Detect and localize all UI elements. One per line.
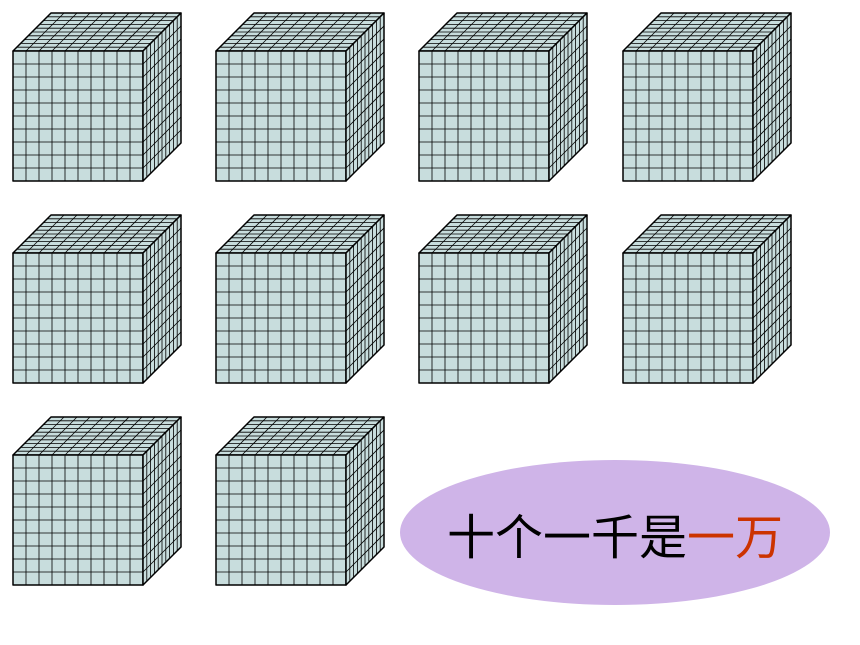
thousand-cube: [215, 214, 387, 386]
thousand-cube: [215, 416, 387, 588]
thousand-cube: [418, 214, 590, 386]
caption-text: 十个一千是一万: [447, 498, 783, 568]
thousand-cube: [12, 214, 184, 386]
thousand-cube: [622, 12, 794, 184]
thousand-cube: [215, 12, 387, 184]
caption-text-part: 十个一千是: [447, 512, 687, 565]
thousand-cube: [418, 12, 590, 184]
caption-text-part: 一万: [687, 512, 783, 565]
thousand-cube: [12, 12, 184, 184]
thousand-cube: [12, 416, 184, 588]
thousand-cube: [622, 214, 794, 386]
caption-ellipse: 十个一千是一万: [400, 460, 830, 605]
